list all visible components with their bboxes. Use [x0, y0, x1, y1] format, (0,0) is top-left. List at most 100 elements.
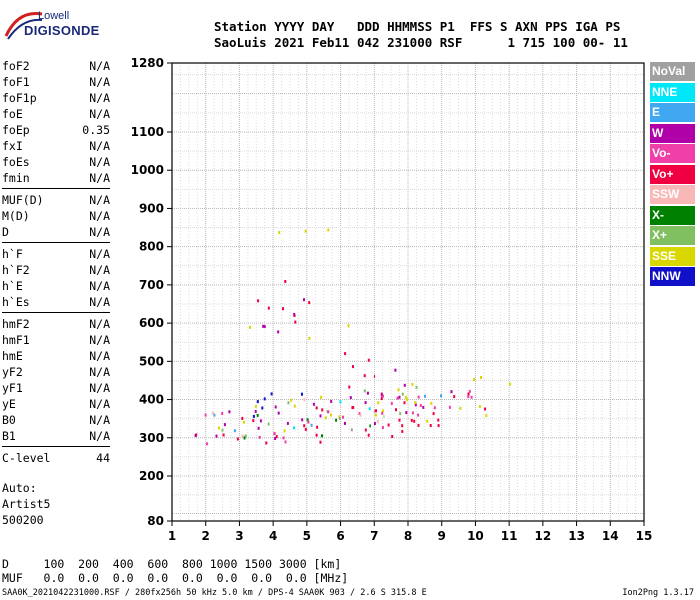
echo-point-w — [330, 399, 333, 403]
echo-point-ssw — [211, 411, 214, 415]
echo-point-sse — [293, 404, 296, 408]
echo-point-ssw — [376, 419, 379, 423]
param-row-fmin: fmin N/A — [2, 170, 110, 186]
param-row-hf2: h`F2 N/A — [2, 262, 110, 278]
echo-point-voplus — [316, 425, 319, 429]
param-row-clevel: C-level 44 — [2, 450, 110, 466]
direction-legend: NoVal NNE E W Vo- Vo+ SSW X- X+ SSE NNW — [650, 62, 695, 288]
x-tick-label: 1 — [168, 529, 176, 543]
echo-point-voplus — [303, 424, 306, 428]
param-row-b1: B1 N/A — [2, 428, 110, 444]
echo-point-w — [293, 312, 296, 316]
param-value: 0.35 — [82, 123, 110, 137]
echo-point-sse — [254, 404, 257, 408]
echo-point-voplus — [315, 433, 318, 437]
param-name: h`F2 — [2, 263, 30, 277]
echo-point-voplus — [367, 433, 370, 437]
echo-point-sse — [426, 419, 429, 423]
y-tick-label: 600 — [139, 316, 164, 330]
echo-point-voplus — [373, 374, 376, 378]
param-name: foEp — [2, 123, 30, 137]
echo-point-w — [405, 411, 408, 415]
x-tick-label: 2 — [202, 529, 210, 543]
echo-point-voplus — [403, 401, 406, 405]
echo-point-e — [233, 429, 236, 433]
echo-point-vominus — [411, 411, 414, 415]
echo-point-nnw — [270, 392, 273, 396]
echo-point-sse — [473, 378, 476, 381]
legend-item-nnw: NNW — [650, 267, 695, 286]
param-row-hes: h`Es N/A — [2, 294, 110, 310]
echo-point-nnw — [261, 406, 264, 410]
echo-point-xplus — [267, 422, 270, 426]
echo-point-e — [424, 394, 426, 398]
echo-point-sse — [308, 336, 311, 340]
param-value: N/A — [89, 429, 110, 443]
echo-point-xminus — [243, 436, 246, 440]
muf-value-row: MUF 0.0 0.0 0.0 0.0 0.0 0.0 0.0 0.0 [MHz… — [2, 571, 349, 585]
echo-point-voplus — [352, 365, 354, 369]
x-tick-label: 7 — [370, 529, 378, 543]
auto-scaling-info: Auto: Artist5 500200 — [2, 480, 50, 528]
param-value: N/A — [89, 91, 110, 105]
echo-point-voplus — [319, 440, 322, 444]
param-value: N/A — [89, 333, 110, 347]
param-value: N/A — [89, 193, 110, 207]
echo-point-vominus — [258, 435, 261, 439]
echo-point-sse — [217, 426, 220, 430]
echo-point-nne — [293, 426, 295, 430]
echo-point-voplus — [222, 433, 225, 437]
echo-point-voplus — [391, 435, 394, 438]
echo-point-e — [440, 394, 442, 398]
echo-point-noval — [350, 428, 353, 432]
echo-point-vominus — [396, 396, 399, 400]
echo-point-xminus — [306, 418, 309, 422]
param-value: N/A — [89, 75, 110, 89]
echo-point-voplus — [410, 418, 413, 422]
echo-point-sse — [290, 398, 293, 402]
version-label: Ion2Png 1.3.17 — [622, 588, 694, 598]
echo-point-nnw — [252, 414, 255, 418]
echo-point-ssw — [303, 398, 306, 402]
echo-point-voplus — [398, 418, 401, 422]
echo-point-vominus — [381, 426, 384, 429]
echo-point-voplus — [352, 406, 355, 409]
y-tick-label: 900 — [139, 201, 164, 215]
x-tick-label: 5 — [303, 529, 311, 543]
echo-point-noval — [339, 417, 341, 421]
param-name: fmin — [2, 171, 30, 185]
echo-point-w — [259, 419, 262, 423]
echo-point-w — [364, 401, 367, 405]
echo-point-w — [312, 402, 315, 406]
y-tick-label: 1000 — [131, 163, 164, 177]
echo-point-w — [414, 403, 417, 407]
echo-point-w — [422, 405, 425, 409]
y-tick-label: 1100 — [131, 125, 164, 139]
echo-point-xplus — [287, 401, 290, 405]
echo-point-voplus — [275, 435, 278, 439]
header-labels-line: Station YYYY DAY DDD HHMMSS P1 FFS S AXN… — [214, 19, 621, 34]
param-row-foep: foEp 0.35 — [2, 122, 110, 138]
param-name: B0 — [2, 413, 16, 427]
echo-point-w — [274, 437, 277, 440]
echo-point-sse — [381, 409, 384, 413]
param-name: yF2 — [2, 365, 23, 379]
x-tick-label: 12 — [535, 529, 552, 543]
param-row-yf1: yF1 N/A — [2, 380, 110, 396]
y-tick-label: 400 — [139, 393, 164, 407]
echo-point-voplus — [437, 418, 440, 422]
echo-point-w — [344, 421, 346, 425]
echo-point-xminus — [335, 418, 338, 422]
param-name: h`F — [2, 247, 23, 261]
legend-item-w: W — [650, 123, 695, 143]
echo-point-voplus — [236, 437, 239, 441]
echo-point-w — [319, 414, 322, 418]
echo-point-nne — [368, 407, 371, 411]
echo-point-xplus — [363, 389, 366, 393]
echo-point-voplus — [265, 441, 268, 445]
echo-points — [194, 228, 512, 446]
logo-lowell-text: Lowell — [38, 10, 70, 22]
echo-point-voplus — [304, 427, 307, 431]
param-row-foes: foEs N/A — [2, 154, 110, 170]
